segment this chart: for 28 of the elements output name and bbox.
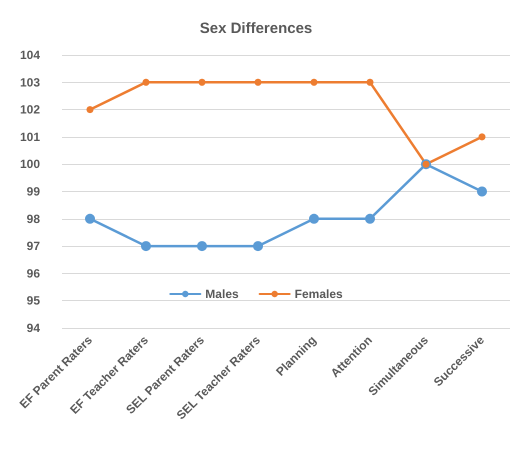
y-tick-label: 101 (20, 130, 40, 144)
point (477, 186, 487, 196)
point (197, 241, 207, 252)
y-tick-label: 104 (20, 48, 40, 62)
y-tick-label: 99 (26, 184, 40, 198)
legend-label: Females (294, 287, 344, 301)
y-tick-label: 95 (26, 294, 40, 308)
y-tick-label: 97 (26, 239, 40, 254)
point (309, 214, 319, 224)
point (85, 214, 95, 224)
y-tick-label: 94 (26, 321, 40, 335)
point (310, 78, 318, 86)
y-tick-label: 103 (20, 75, 40, 90)
point (478, 133, 486, 140)
point (142, 78, 150, 86)
point (198, 78, 206, 86)
legend-label: Males (205, 287, 239, 301)
point (365, 214, 375, 224)
y-tick-label: 102 (20, 102, 40, 117)
y-tick-label: 98 (26, 212, 40, 226)
point (141, 241, 151, 252)
point (86, 106, 94, 114)
point (253, 241, 263, 252)
y-tick-label: 96 (26, 266, 40, 280)
chart-title: Sex Differences (200, 20, 312, 37)
y-tick-label: 100 (20, 157, 40, 172)
point (366, 78, 374, 86)
point (254, 78, 262, 86)
